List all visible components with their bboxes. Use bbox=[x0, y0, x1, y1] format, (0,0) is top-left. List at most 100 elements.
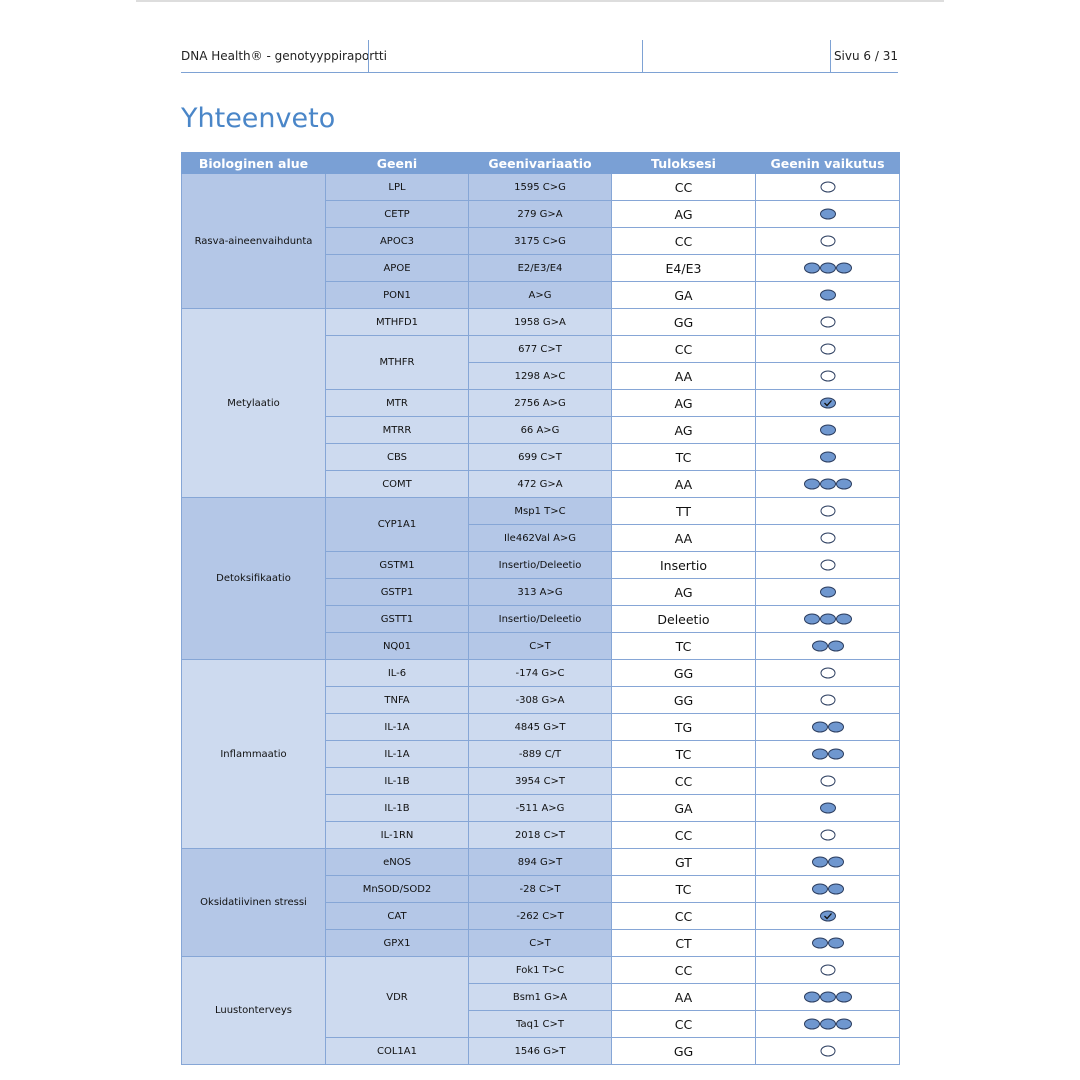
impact-icon bbox=[803, 1018, 852, 1030]
variant-cell: -28 C>T bbox=[468, 875, 612, 903]
table-row: 1298 A>C AA bbox=[182, 362, 900, 390]
impact-cell bbox=[755, 902, 900, 930]
gene-cell: CAT bbox=[325, 902, 469, 930]
impact-cell bbox=[755, 443, 900, 471]
impact-cell bbox=[755, 335, 900, 363]
impact-oval bbox=[803, 262, 820, 274]
table-row: Luustonterveys VDR Fok1 T>C CC bbox=[181, 956, 900, 1065]
table-row: GSTT1 Insertio/Deleetio Deleetio bbox=[182, 605, 900, 633]
variant-cell: E2/E3/E4 bbox=[468, 254, 612, 282]
impact-cell bbox=[755, 497, 900, 525]
report-title: DNA Health® - genotyyppiraportti bbox=[181, 49, 387, 63]
result-cell: E4/E3 bbox=[611, 254, 756, 282]
column-header: Geenin vaikutus bbox=[755, 152, 900, 174]
area-cell: Detoksifikaatio bbox=[181, 497, 326, 660]
result-cell: GA bbox=[611, 281, 756, 309]
impact-oval bbox=[803, 613, 820, 625]
impact-oval-empty bbox=[820, 343, 835, 355]
table-row: Oksidatiivinen stressi eNOS 894 G>T GT bbox=[181, 848, 900, 957]
result-cell: CC bbox=[611, 1010, 756, 1038]
impact-cell bbox=[755, 929, 900, 957]
table-row: Ile462Val A>G AA bbox=[182, 524, 900, 552]
impact-icon bbox=[820, 370, 835, 382]
result-cell: GG bbox=[611, 659, 756, 687]
impact-oval bbox=[811, 883, 828, 895]
impact-oval-empty bbox=[820, 505, 835, 517]
gene-cell: COL1A1 bbox=[325, 1037, 469, 1065]
impact-icon bbox=[803, 478, 852, 490]
gene-cell: LPL bbox=[325, 173, 469, 201]
gene-cell: GSTM1 bbox=[325, 551, 469, 579]
table-row: GPX1 C>T CT bbox=[182, 929, 900, 957]
impact-oval bbox=[811, 856, 828, 868]
impact-cell bbox=[755, 821, 900, 849]
result-cell: TC bbox=[611, 875, 756, 903]
impact-icon bbox=[803, 262, 852, 274]
impact-icon bbox=[811, 937, 844, 949]
table-row: GSTP1 313 A>G AG bbox=[182, 578, 900, 606]
impact-oval-empty bbox=[820, 532, 835, 544]
impact-icon bbox=[820, 505, 835, 517]
result-cell: CC bbox=[611, 956, 756, 984]
impact-icon bbox=[819, 289, 836, 301]
impact-oval bbox=[819, 586, 836, 598]
result-cell: TC bbox=[611, 443, 756, 471]
result-cell: AG bbox=[611, 578, 756, 606]
table-row: APOE E2/E3/E4 E4/E3 bbox=[182, 254, 900, 282]
result-cell: CT bbox=[611, 929, 756, 957]
variant-cell: A>G bbox=[468, 281, 612, 309]
impact-oval bbox=[827, 748, 844, 760]
table-row: MTR 2756 A>G AG bbox=[182, 389, 900, 417]
variant-cell: C>T bbox=[468, 929, 612, 957]
impact-oval bbox=[803, 1018, 820, 1030]
impact-cell bbox=[755, 686, 900, 714]
table-row: CAT -262 C>T CC bbox=[182, 902, 900, 930]
page-header: DNA Health® - genotyyppiraportti Sivu 6 … bbox=[181, 40, 898, 73]
impact-oval bbox=[819, 478, 836, 490]
area-cell: Inflammaatio bbox=[181, 659, 326, 849]
impact-cell bbox=[755, 713, 900, 741]
impact-icon bbox=[820, 559, 835, 571]
impact-cell bbox=[755, 767, 900, 795]
result-cell: AG bbox=[611, 416, 756, 444]
gene-cell: IL-1B bbox=[325, 794, 469, 822]
table-row: Bsm1 G>A AA bbox=[182, 983, 900, 1011]
page-number: Sivu 6 / 31 bbox=[833, 49, 898, 63]
impact-cell bbox=[755, 200, 900, 228]
impact-oval bbox=[819, 910, 836, 922]
impact-icon bbox=[820, 316, 835, 328]
table-row: GSTM1 Insertio/Deleetio Insertio bbox=[182, 551, 900, 579]
gene-cell: IL-6 bbox=[325, 659, 469, 687]
impact-icon bbox=[820, 235, 835, 247]
gene-cell: MTHFR bbox=[325, 335, 469, 390]
section-title: Yhteenveto bbox=[181, 103, 336, 134]
gene-cell: TNFA bbox=[325, 686, 469, 714]
impact-oval bbox=[835, 1018, 852, 1030]
header-row: Biologinen alue Geeni Geenivariaatio Tuloks… bbox=[181, 152, 900, 174]
impact-oval bbox=[819, 208, 836, 220]
column-header: Tuloksesi bbox=[611, 152, 756, 174]
variant-cell: Taq1 C>T bbox=[468, 1010, 612, 1038]
impact-oval bbox=[827, 883, 844, 895]
impact-cell bbox=[755, 578, 900, 606]
result-cell: AA bbox=[611, 524, 756, 552]
variant-cell: -889 C/T bbox=[468, 740, 612, 768]
variant-cell: 699 C>T bbox=[468, 443, 612, 471]
gene-cell: CBS bbox=[325, 443, 469, 471]
gene-cell: MTRR bbox=[325, 416, 469, 444]
table-row: Inflammaatio IL-6 -174 G>C GG bbox=[181, 659, 900, 849]
impact-oval bbox=[827, 640, 844, 652]
result-cell: CC bbox=[611, 227, 756, 255]
impact-icon bbox=[819, 802, 836, 814]
impact-oval-empty bbox=[820, 1045, 835, 1057]
variant-cell: 3175 C>G bbox=[468, 227, 612, 255]
result-cell: GA bbox=[611, 794, 756, 822]
impact-icon bbox=[820, 964, 835, 976]
result-cell: CC bbox=[611, 767, 756, 795]
table-row: Taq1 C>T CC bbox=[182, 1010, 900, 1038]
variant-cell: Insertio/Deleetio bbox=[468, 605, 612, 633]
variant-cell: Insertio/Deleetio bbox=[468, 551, 612, 579]
result-cell: Deleetio bbox=[611, 605, 756, 633]
variant-cell: -174 G>C bbox=[468, 659, 612, 687]
